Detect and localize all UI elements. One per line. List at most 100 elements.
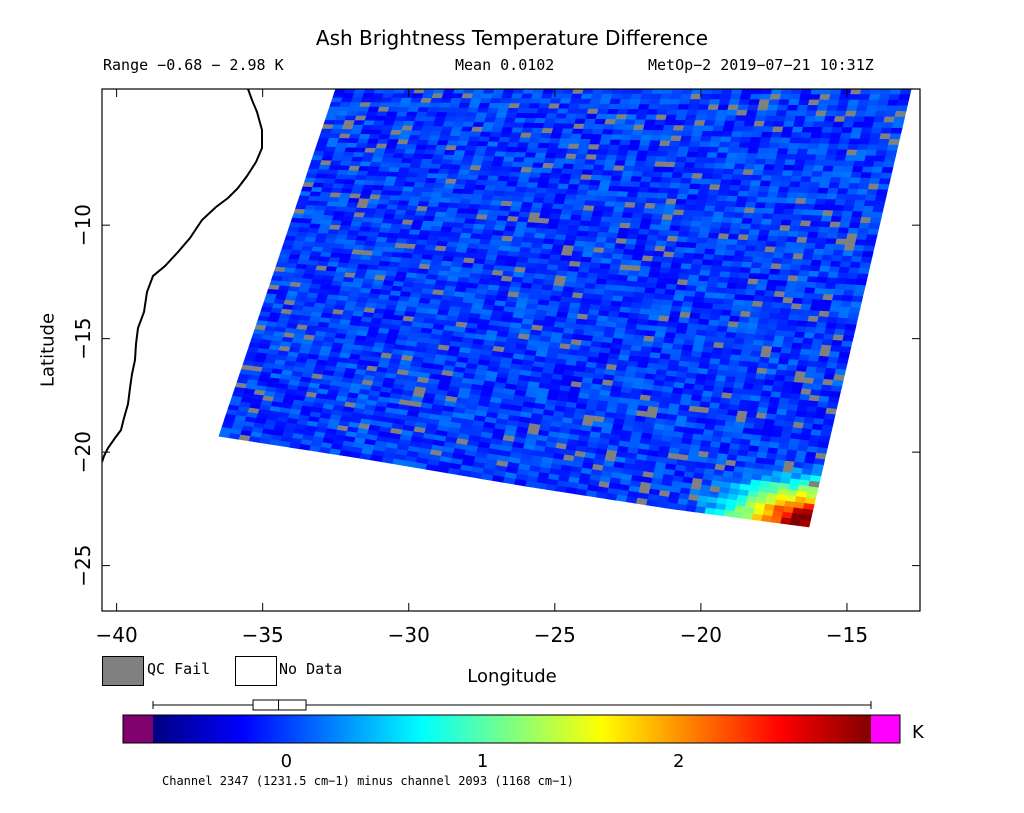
legend-qc-fail-swatch <box>102 656 144 686</box>
heatmap-cell <box>495 180 509 187</box>
qc-fail-cell <box>727 104 740 111</box>
heatmap-cell <box>324 115 338 121</box>
heatmap-cell <box>873 200 886 208</box>
heatmap-cell <box>426 140 440 146</box>
heatmap-cell <box>353 179 366 186</box>
heatmap-cell <box>621 129 634 136</box>
heatmap-cell <box>337 197 351 204</box>
heatmap-cell <box>593 123 606 130</box>
heatmap-cell <box>847 312 860 320</box>
heatmap-cell <box>606 190 619 198</box>
heatmap-cell <box>790 89 803 95</box>
heatmap-cell <box>701 216 714 223</box>
heatmap-cell <box>731 174 744 181</box>
heatmap-cell <box>719 315 731 322</box>
heatmap-cell <box>547 218 561 225</box>
heatmap-cell <box>695 199 708 207</box>
heatmap-cell <box>757 317 770 325</box>
heatmap-cell <box>334 147 347 153</box>
heatmap-cell <box>775 110 788 117</box>
heatmap-cell <box>581 210 594 217</box>
heatmap-cell <box>651 89 664 95</box>
heatmap-cell <box>682 252 695 260</box>
heatmap-cell <box>775 241 788 249</box>
heatmap-cell <box>548 138 561 145</box>
heatmap-cell <box>732 255 745 263</box>
heatmap-cell <box>359 161 372 168</box>
heatmap-cell <box>691 258 704 266</box>
heatmap-cell <box>433 149 447 156</box>
heatmap-cell <box>498 103 511 109</box>
heatmap-cell <box>690 135 702 143</box>
heatmap-cell <box>818 182 831 189</box>
heatmap-cell <box>701 130 714 137</box>
heatmap-cell <box>779 308 792 315</box>
qc-fail-cell <box>807 315 820 323</box>
heatmap-cell <box>691 130 704 137</box>
heatmap-cell <box>405 144 418 150</box>
qc-fail-cell <box>727 321 740 328</box>
heatmap-cell <box>379 162 392 168</box>
heatmap-cell <box>852 121 865 129</box>
heatmap-cell <box>685 285 698 292</box>
qc-fail-cell <box>587 144 600 151</box>
heatmap-cell <box>666 109 679 116</box>
heatmap-cell <box>528 103 541 109</box>
heatmap-cell <box>830 300 843 308</box>
heatmap-cell <box>739 93 752 100</box>
heatmap-cell <box>423 215 436 222</box>
heatmap-cell <box>617 269 630 277</box>
heatmap-cell <box>708 141 721 148</box>
heatmap-cell <box>622 207 635 214</box>
heatmap-cell <box>828 182 841 189</box>
qc-fail-cell <box>739 310 752 318</box>
heatmap-cell <box>558 103 571 110</box>
heatmap-cell <box>762 213 774 220</box>
heatmap-cell <box>822 121 835 128</box>
heatmap-cell <box>617 186 630 193</box>
heatmap-cell <box>762 295 775 303</box>
heatmap-cell <box>641 213 654 220</box>
heatmap-cell <box>831 255 844 262</box>
heatmap-cell <box>349 451 362 459</box>
heatmap-cell <box>670 262 683 270</box>
heatmap-cell <box>836 317 849 325</box>
heatmap-cell <box>667 145 680 153</box>
heatmap-cell <box>466 208 480 215</box>
heatmap-cell <box>836 232 849 240</box>
heatmap-cell <box>482 155 495 162</box>
heatmap-cell <box>769 180 782 188</box>
heatmap-cell <box>761 514 773 523</box>
heatmap-cell <box>788 269 801 277</box>
heatmap-cell <box>853 160 866 168</box>
heatmap-cell <box>330 97 344 103</box>
heatmap-cell <box>848 222 861 229</box>
heatmap-cell <box>660 177 673 184</box>
heatmap-cell <box>878 138 890 146</box>
heatmap-cell <box>459 98 473 104</box>
qc-fail-cell <box>664 161 676 168</box>
heatmap-cell <box>584 159 597 166</box>
heatmap-cell <box>760 262 773 270</box>
heatmap-cell <box>701 173 714 180</box>
heatmap-cell <box>538 103 551 110</box>
heatmap-cell <box>639 223 652 231</box>
heatmap-cell <box>855 194 868 202</box>
heatmap-cell <box>853 200 866 207</box>
qc-fail-cell <box>792 253 805 260</box>
heatmap-cell <box>660 219 673 226</box>
heatmap-cell <box>828 138 841 145</box>
heatmap-cell <box>813 287 826 295</box>
heatmap-cell <box>625 196 638 204</box>
heatmap-cell <box>545 113 558 120</box>
heatmap-cell <box>844 323 857 331</box>
heatmap-cell <box>790 175 803 183</box>
heatmap-cell <box>779 181 792 188</box>
heatmap-cell <box>786 148 799 155</box>
heatmap-cell <box>642 250 655 257</box>
heatmap-cell <box>864 239 877 247</box>
heatmap-cell <box>531 202 544 209</box>
heatmap-cell <box>687 231 700 239</box>
heatmap-cell <box>759 94 772 101</box>
heatmap-cell <box>692 125 705 132</box>
